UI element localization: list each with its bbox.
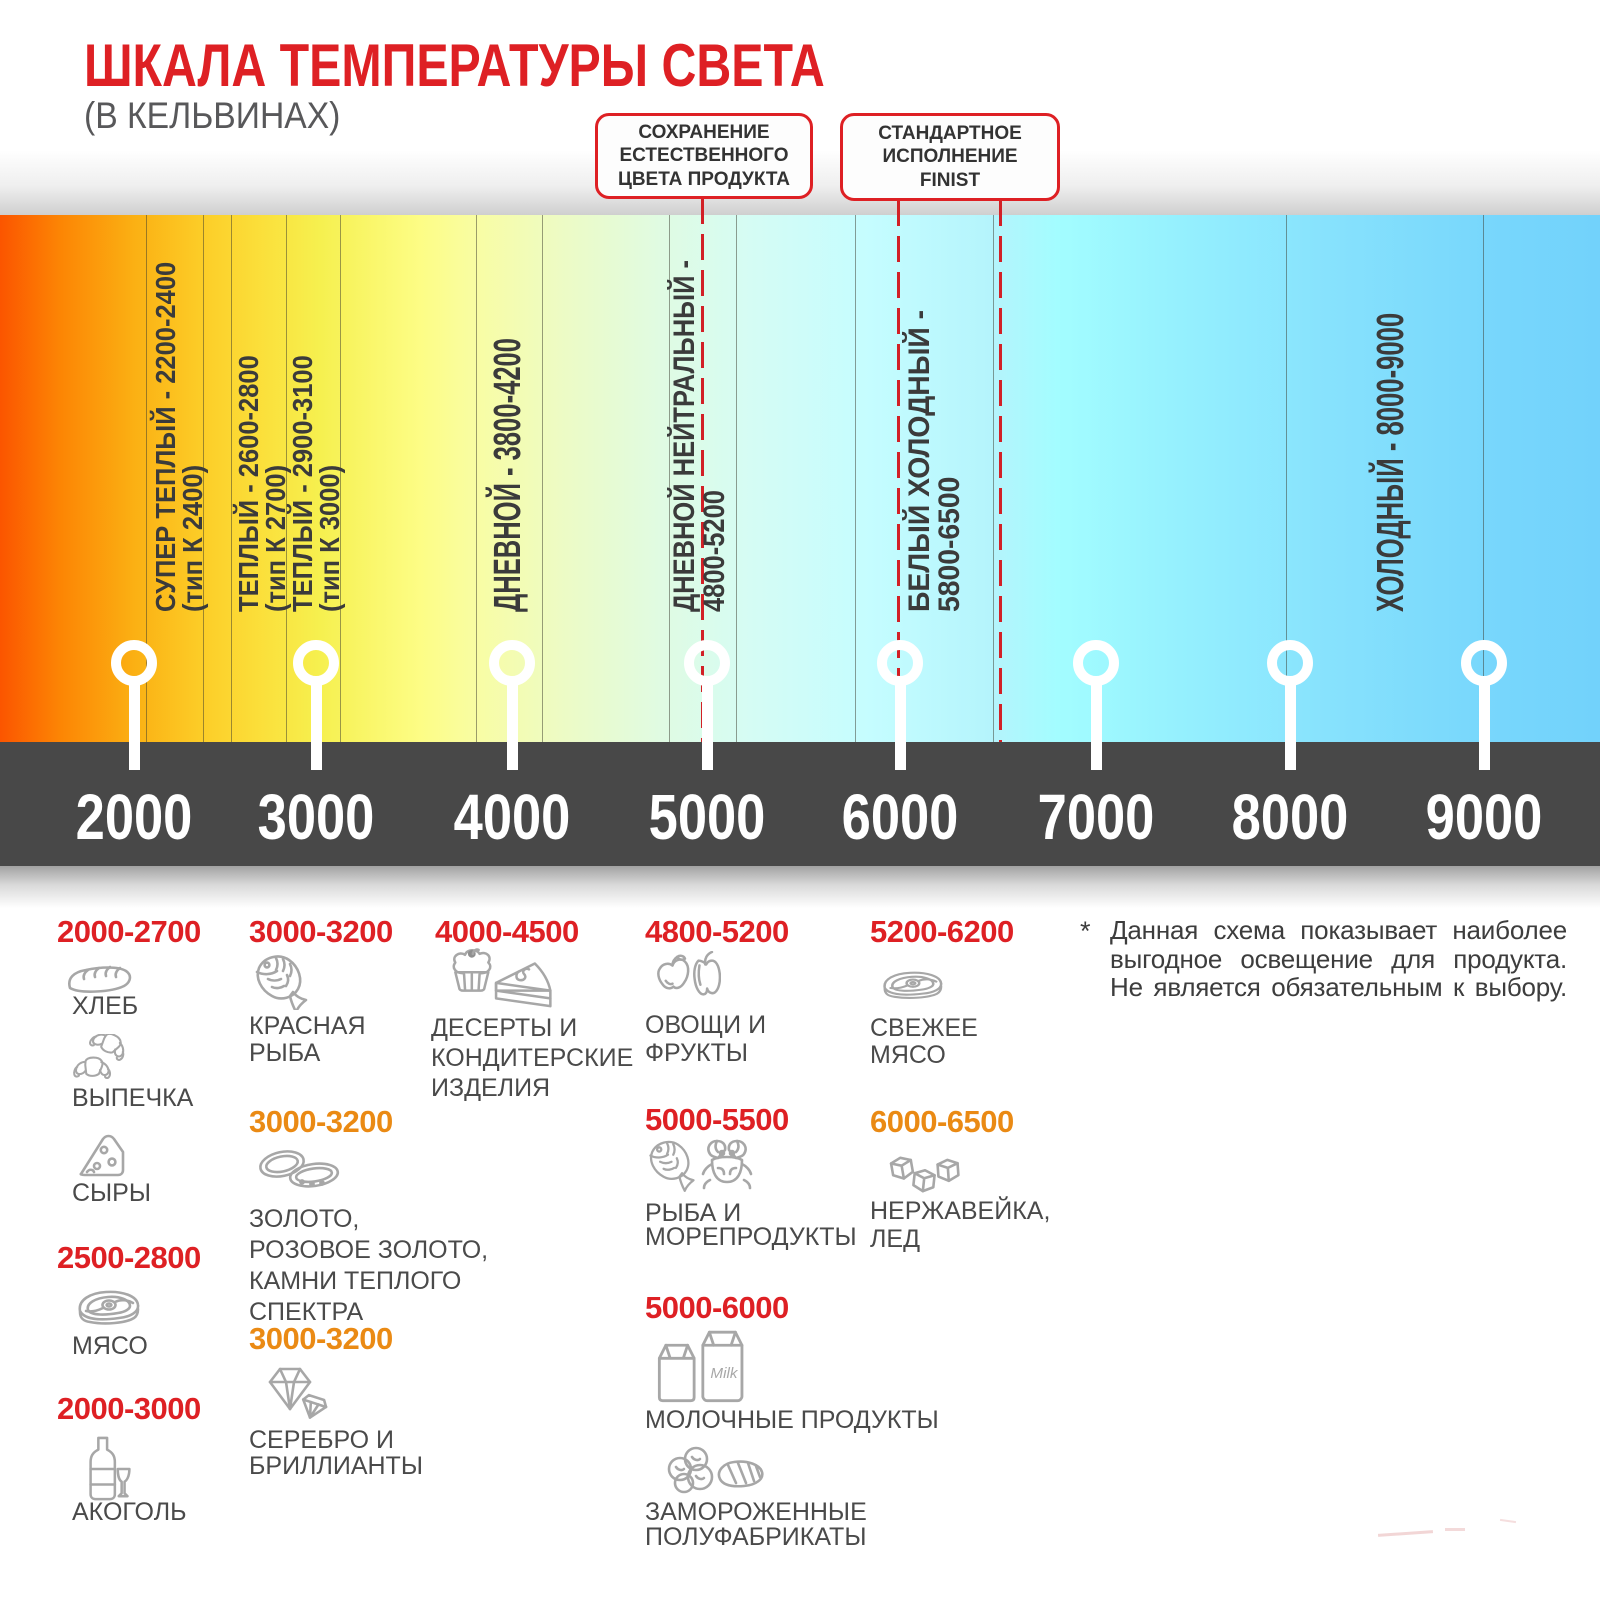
svg-text:Milk: Milk: [710, 1365, 738, 1382]
